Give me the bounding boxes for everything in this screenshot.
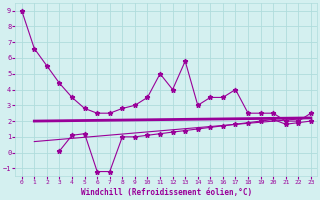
X-axis label: Windchill (Refroidissement éolien,°C): Windchill (Refroidissement éolien,°C) — [81, 188, 252, 197]
